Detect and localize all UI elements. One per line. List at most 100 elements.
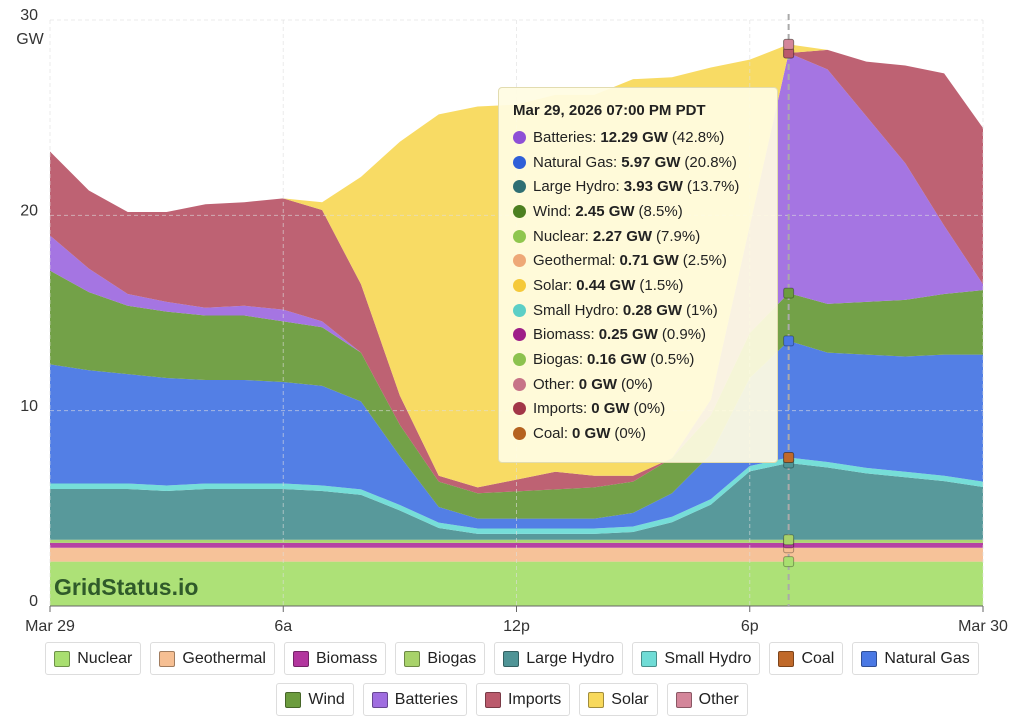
tooltip-label: Natural Gas:	[533, 153, 618, 171]
hover-marker	[783, 534, 795, 546]
tooltip-value: 12.29 GW	[600, 128, 668, 146]
legend-swatch	[484, 691, 501, 708]
tooltip-dot	[513, 130, 526, 144]
tooltip-row: Other: 0 GW (0%)	[513, 372, 769, 397]
legend-label: Batteries	[394, 690, 458, 708]
tooltip-row: Coal: 0 GW (0%)	[513, 421, 769, 446]
legend-swatch	[54, 650, 71, 667]
tooltip-share: (0.9%)	[661, 326, 707, 344]
legend-item[interactable]: Coal	[769, 642, 844, 675]
tooltip-value: 0 GW	[572, 425, 611, 443]
tooltip-label: Biogas:	[533, 351, 584, 369]
y-tick-label: 20	[20, 203, 38, 220]
legend-label: Other	[698, 690, 739, 708]
tooltip-share: (0%)	[614, 425, 647, 443]
legend-item[interactable]: Batteries	[362, 683, 467, 716]
x-tick-label: 12p	[503, 618, 530, 635]
tooltip-value: 3.93 GW	[623, 178, 683, 196]
hover-marker	[783, 335, 795, 347]
tooltip-share: (2.5%)	[682, 252, 727, 270]
legend-item[interactable]: Nuclear	[45, 642, 142, 675]
tooltip-share: (0%)	[621, 375, 653, 393]
tooltip-row: Biogas: 0.16 GW (0.5%)	[513, 347, 769, 372]
tooltip-label: Biomass:	[533, 326, 595, 344]
tooltip-label: Small Hydro:	[533, 301, 619, 319]
legend-label: Natural Gas	[884, 649, 970, 667]
legend-label: Geothermal	[182, 649, 266, 667]
tooltip-value: 0.71 GW	[619, 252, 679, 270]
hover-marker	[783, 287, 795, 299]
tooltip-label: Other:	[533, 375, 575, 393]
area	[50, 53, 983, 494]
legend-item[interactable]: Geothermal	[150, 642, 275, 675]
legend-item[interactable]: Natural Gas	[852, 642, 979, 675]
tooltip-row: Natural Gas: 5.97 GW (20.8%)	[513, 150, 769, 175]
y-axis-label: GW	[16, 31, 44, 48]
legend-item[interactable]: Large Hydro	[494, 642, 624, 675]
x-tick-label: Mar 30	[958, 618, 1008, 635]
tooltip-value: 0.44 GW	[576, 276, 636, 294]
legend-swatch	[159, 650, 176, 667]
tooltip-dot	[513, 278, 526, 292]
tooltip-label: Solar:	[533, 276, 573, 294]
tooltip-dot	[513, 254, 526, 268]
y-tick-label: 10	[20, 398, 38, 415]
tooltip-label: Imports:	[533, 400, 588, 418]
legend-swatch	[503, 650, 520, 667]
tooltip-value: 0 GW	[591, 400, 630, 418]
legend-item[interactable]: Solar	[579, 683, 658, 716]
tooltip-dot	[513, 229, 526, 243]
tooltip-label: Geothermal:	[533, 252, 616, 270]
tooltip-row: Wind: 2.45 GW (8.5%)	[513, 199, 769, 224]
tooltip-dot	[513, 155, 526, 169]
legend-label: Coal	[801, 649, 835, 667]
legend-swatch	[641, 650, 658, 667]
legend-item[interactable]: Wind	[276, 683, 354, 716]
tooltip-value: 0.25 GW	[598, 326, 658, 344]
legend-item[interactable]: Biogas	[395, 642, 486, 675]
tooltip-share: (42.8%)	[671, 128, 725, 146]
tooltip-share: (8.5%)	[638, 202, 683, 220]
tooltip-label: Wind:	[533, 202, 572, 220]
x-tick-label: Mar 29	[25, 618, 75, 635]
legend-label: Nuclear	[77, 649, 133, 667]
legend-item[interactable]: Imports	[475, 683, 571, 716]
hover-marker	[783, 38, 795, 50]
tooltip-label: Coal:	[533, 425, 569, 443]
x-tick-label: 6p	[741, 618, 759, 635]
legend-label: Small Hydro	[664, 649, 752, 667]
tooltip-dot	[513, 377, 526, 391]
legend-swatch	[861, 650, 878, 667]
tooltip-row: Solar: 0.44 GW (1.5%)	[513, 273, 769, 298]
legend: Nuclear Geothermal Biomass Biogas Large Hydr…	[30, 642, 994, 716]
tooltip-dot	[513, 427, 526, 441]
legend-item[interactable]: Biomass	[283, 642, 387, 675]
tooltip-value: 0.28 GW	[622, 301, 683, 319]
legend-swatch	[285, 691, 302, 708]
tooltip-dot	[513, 353, 526, 367]
tooltip-dot	[513, 402, 526, 416]
tooltip-share: (20.8%)	[684, 153, 737, 171]
tooltip-value: 5.97 GW	[621, 153, 681, 171]
tooltip-label: Large Hydro:	[533, 178, 620, 196]
y-tick-label: 30	[20, 7, 38, 24]
tooltip-label: Batteries:	[533, 128, 597, 146]
legend-item[interactable]: Small Hydro	[632, 642, 761, 675]
tooltip-row: Large Hydro: 3.93 GW (13.7%)	[513, 174, 769, 199]
tooltip-dot	[513, 180, 526, 194]
tooltip-share: (1.5%)	[639, 276, 684, 294]
tooltip-row: Imports: 0 GW (0%)	[513, 397, 769, 422]
legend-label: Large Hydro	[526, 649, 615, 667]
tooltip-dot	[513, 328, 526, 342]
tooltip-title: Mar 29, 2026 07:00 PM PDT	[513, 102, 706, 119]
tooltip-value: 2.27 GW	[592, 227, 653, 245]
legend-item[interactable]: Other	[666, 683, 748, 716]
tooltip-label: Nuclear:	[533, 227, 589, 245]
tooltip-value: 2.45 GW	[575, 202, 635, 220]
legend-label: Imports	[507, 690, 562, 708]
tooltip-value: 0.16 GW	[587, 351, 647, 369]
tooltip-row: Batteries: 12.29 GW (42.8%)	[513, 125, 769, 150]
tooltip-share: (7.9%)	[656, 227, 701, 245]
hover-marker	[783, 452, 795, 464]
